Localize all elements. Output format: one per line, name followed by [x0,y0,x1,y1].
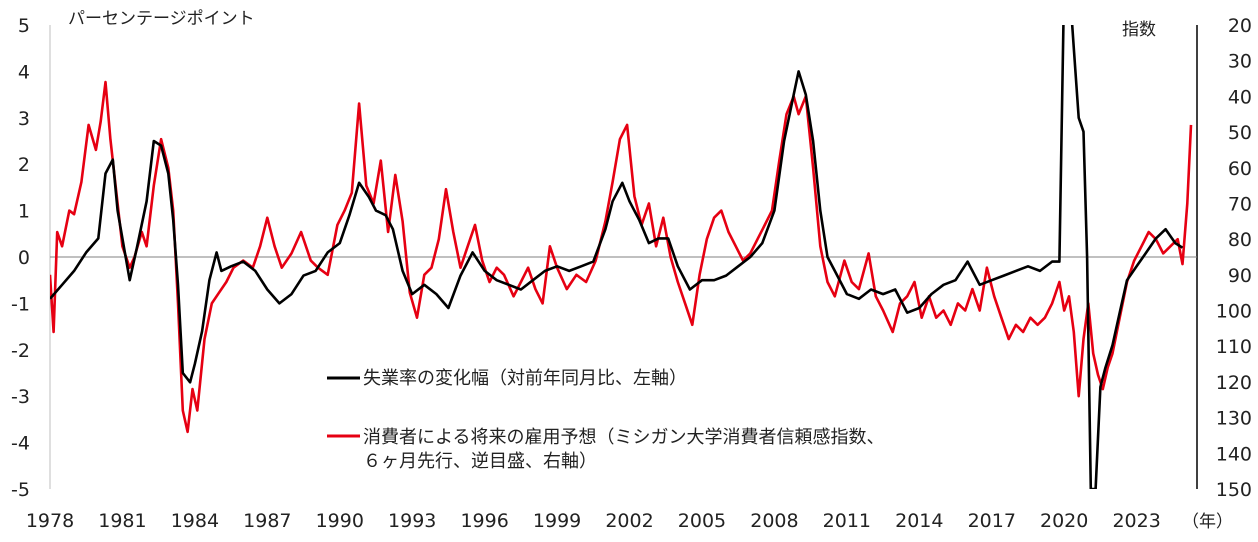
right-tick-label-11: 130 [1216,408,1252,430]
right-tick-label-8: 100 [1216,301,1252,323]
x-tick-label-13: 2017 [968,510,1016,532]
left-tick-label-3: 2 [18,154,30,176]
chart-legend: 失業率の変化幅（対前年同月比、左軸） 消費者による将来の雇用予想（ミシガン大学消… [327,368,890,472]
x-tick-label-3: 1987 [243,510,291,532]
right-axis-unit-label: 指数 [1122,20,1156,40]
right-tick-label-12: 140 [1216,443,1252,465]
right-tick-label-1: 30 [1228,51,1252,73]
right-tick-label-9: 110 [1216,336,1252,358]
right-tick-label-13: 150 [1216,479,1252,501]
axes-layer: 5 4 3 2 1 0 -1 -2 -3 -4 -5 20 30 40 50 60 70 80 90 100 110 12… [11,15,1252,532]
x-tick-label-14: 2020 [1040,510,1088,532]
left-tick-label-5: 0 [18,247,30,269]
x-tick-label-0: 1978 [26,510,74,532]
x-tick-label-8: 2002 [605,510,653,532]
x-tick-label-12: 2014 [895,510,943,532]
right-tick-label-4: 60 [1228,158,1252,180]
left-tick-label-7: -2 [11,340,30,362]
x-tick-label-11: 2011 [823,510,871,532]
x-tick-label-4: 1990 [316,510,364,532]
left-tick-label-2: 3 [18,108,30,130]
right-tick-label-10: 120 [1216,372,1252,394]
legend-label-unemployment: 失業率の変化幅（対前年同月比、左軸） [363,368,687,389]
right-tick-label-5: 70 [1228,193,1252,215]
right-tick-label-2: 40 [1228,86,1252,108]
x-tick-label-6: 1996 [460,510,508,532]
left-tick-label-8: -3 [11,386,30,408]
right-tick-label-6: 80 [1228,229,1252,251]
left-tick-label-1: 4 [18,61,30,83]
right-tick-label-3: 50 [1228,122,1252,144]
left-tick-label-6: -1 [11,293,30,315]
x-tick-label-10: 2008 [750,510,798,532]
legend-label-consumer-expectation-line1: 消費者による将来の雇用予想（ミシガン大学消費者信頼感指数、 [363,427,884,448]
left-tick-label-0: 5 [18,15,30,37]
legend-label-consumer-expectation: 消費者による将来の雇用予想（ミシガン大学消費者信頼感指数、 ６ヶ月先行、逆目盛、… [363,427,890,472]
x-tick-label-7: 1999 [533,510,581,532]
right-tick-label-7: 90 [1228,265,1252,287]
left-axis-unit-label: パーセンテージポイント [68,9,255,29]
x-tick-label-5: 1993 [388,510,436,532]
left-tick-label-9: -4 [11,433,30,455]
left-tick-label-4: 1 [18,201,30,223]
left-tick-label-10: -5 [11,479,30,501]
right-tick-label-0: 20 [1228,15,1252,37]
series-line-unemployment-change [50,25,1184,489]
x-axis-unit-label: （年） [1182,512,1233,532]
x-tick-label-9: 2005 [678,510,726,532]
x-tick-label-15: 2023 [1112,510,1160,532]
legend-label-consumer-expectation-line2: ６ヶ月先行、逆目盛、右軸） [363,451,597,472]
x-tick-label-2: 1984 [171,510,219,532]
series-layer [50,25,1193,489]
labels-layer: パーセンテージポイント 指数 （年） [68,9,1233,532]
series-line-consumer-expectation [50,80,1193,434]
x-tick-label-1: 1981 [98,510,146,532]
